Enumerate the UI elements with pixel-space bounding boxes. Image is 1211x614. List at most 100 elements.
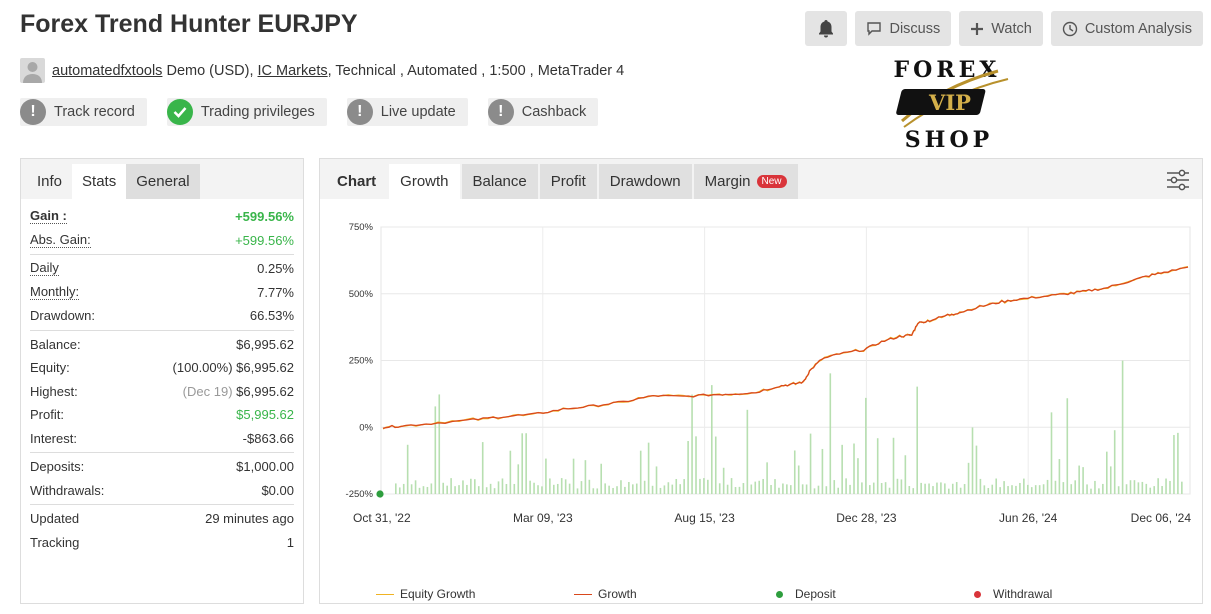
user-link[interactable]: automatedfxtools: [52, 62, 163, 79]
trade-bar: [418, 487, 421, 494]
trade-bar: [971, 427, 974, 494]
trade-bar: [695, 436, 697, 494]
stats-list: Gain : +599.56% Abs. Gain: +599.56% Daily 0…: [21, 205, 303, 554]
legend-equity-growth[interactable]: Equity Growth: [376, 587, 574, 601]
growth-chart-svg: 750% 500% 250% 0% -250% Oct 31, '22 Mar 09, '2…: [346, 222, 1192, 525]
growth-chart: 750% 500% 250% 0% -250% Oct 31, '22 Mar 09, '2…: [320, 199, 1202, 603]
trade-bar: [1015, 485, 1017, 494]
trade-bar: [537, 485, 539, 494]
trade-bar: [987, 487, 990, 494]
tab-balance[interactable]: Balance: [461, 164, 538, 199]
clock-icon: [1062, 21, 1078, 36]
trade-bar: [1058, 459, 1061, 494]
trade-bar: [888, 487, 891, 494]
tab-info[interactable]: Info: [37, 173, 63, 190]
trade-bar: [999, 487, 1001, 494]
trade-bar: [707, 479, 709, 494]
stat-balance: Balance: $6,995.62: [30, 336, 294, 352]
trade-bar: [1177, 432, 1179, 494]
trade-bar: [944, 483, 946, 494]
trade-bar: [967, 462, 970, 494]
badge-track-record[interactable]: ! Track record: [20, 98, 147, 126]
trade-bar: [1153, 486, 1155, 494]
badge-trading-privileges[interactable]: Trading privileges: [166, 98, 327, 126]
trade-bar: [699, 478, 701, 494]
trade-bar: [920, 482, 922, 494]
trade-bar: [406, 444, 409, 494]
trade-bar: [979, 478, 982, 494]
tab-stats[interactable]: Stats: [72, 164, 127, 199]
trade-bar: [734, 487, 737, 494]
chart-panel: Chart Growth Balance Profit Drawdown Mar…: [319, 158, 1203, 604]
trade-bar: [884, 482, 887, 494]
trade-bar: [805, 484, 808, 494]
trade-bar: [1090, 488, 1092, 494]
trade-bar: [466, 484, 468, 494]
trade-bar: [1074, 480, 1076, 494]
trade-bar: [659, 487, 662, 494]
broker-link[interactable]: IC Markets: [257, 62, 328, 79]
avatar: [20, 58, 45, 83]
custom-analysis-button[interactable]: Custom Analysis: [1050, 11, 1203, 46]
trade-bar: [829, 373, 832, 494]
badge-live-update[interactable]: ! Live update: [346, 98, 468, 126]
trade-bar: [541, 486, 543, 494]
trade-bar: [1007, 486, 1009, 494]
trade-bar: [671, 484, 674, 494]
legend-deposit[interactable]: Deposit: [772, 587, 970, 601]
discuss-button[interactable]: Discuss: [855, 11, 952, 46]
exclamation-icon: !: [20, 99, 46, 125]
sliders-icon: [1167, 169, 1189, 191]
legend-growth[interactable]: Growth: [574, 587, 772, 601]
trade-bar: [1019, 482, 1021, 494]
trade-bar: [995, 478, 998, 494]
trade-bar: [766, 462, 768, 494]
trade-bar: [790, 485, 792, 494]
tab-growth[interactable]: Growth: [389, 164, 460, 199]
trade-bar: [521, 433, 524, 494]
trade-bar: [936, 482, 938, 494]
trade-bar: [596, 488, 599, 494]
trade-bar: [892, 437, 895, 494]
trade-bar: [1121, 360, 1124, 494]
tab-profit[interactable]: Profit: [539, 164, 597, 199]
chart-settings-button[interactable]: [1166, 169, 1190, 196]
trade-bar: [525, 433, 527, 494]
trade-bar: [1003, 481, 1005, 494]
trade-bar: [837, 487, 840, 494]
account-type: Demo (USD),: [166, 62, 254, 79]
trade-bar: [782, 483, 784, 494]
trade-bar: [1129, 480, 1132, 494]
trade-bar: [1169, 480, 1171, 494]
trade-bar: [730, 478, 733, 494]
trade-bar: [963, 484, 966, 494]
trade-bar: [410, 484, 413, 494]
trade-bar: [1102, 483, 1104, 494]
trade-bar: [722, 467, 725, 494]
plus-icon: [971, 22, 984, 35]
chart-legend: Equity Growth Growth Deposit Withdrawal: [376, 587, 1168, 601]
trade-bar: [1062, 482, 1065, 494]
exclamation-icon: !: [346, 99, 373, 125]
trade-bar: [1034, 485, 1037, 494]
tab-drawdown[interactable]: Drawdown: [598, 164, 692, 199]
trade-bar: [438, 394, 441, 494]
watch-button[interactable]: Watch: [959, 11, 1043, 46]
tab-margin[interactable]: Margin New: [693, 164, 798, 199]
notify-button[interactable]: [805, 11, 848, 46]
y-tick-label: 500%: [349, 289, 374, 300]
y-tick-label: 250%: [349, 356, 374, 367]
trade-bar: [738, 486, 741, 494]
trade-bar: [584, 460, 587, 494]
trade-bar: [762, 478, 764, 494]
trade-bar: [750, 484, 753, 494]
trade-bar: [857, 458, 859, 494]
stat-highest: Highest: (Dec 19) $6,995.62: [30, 383, 294, 399]
trade-bar: [533, 482, 535, 494]
badge-cashback[interactable]: ! Cashback: [487, 98, 599, 126]
svg-text:VIP: VIP: [928, 90, 971, 115]
tab-general[interactable]: General: [126, 164, 200, 199]
trade-bar: [639, 450, 642, 494]
legend-withdrawal[interactable]: Withdrawal: [970, 587, 1168, 601]
trade-bar: [481, 442, 484, 494]
